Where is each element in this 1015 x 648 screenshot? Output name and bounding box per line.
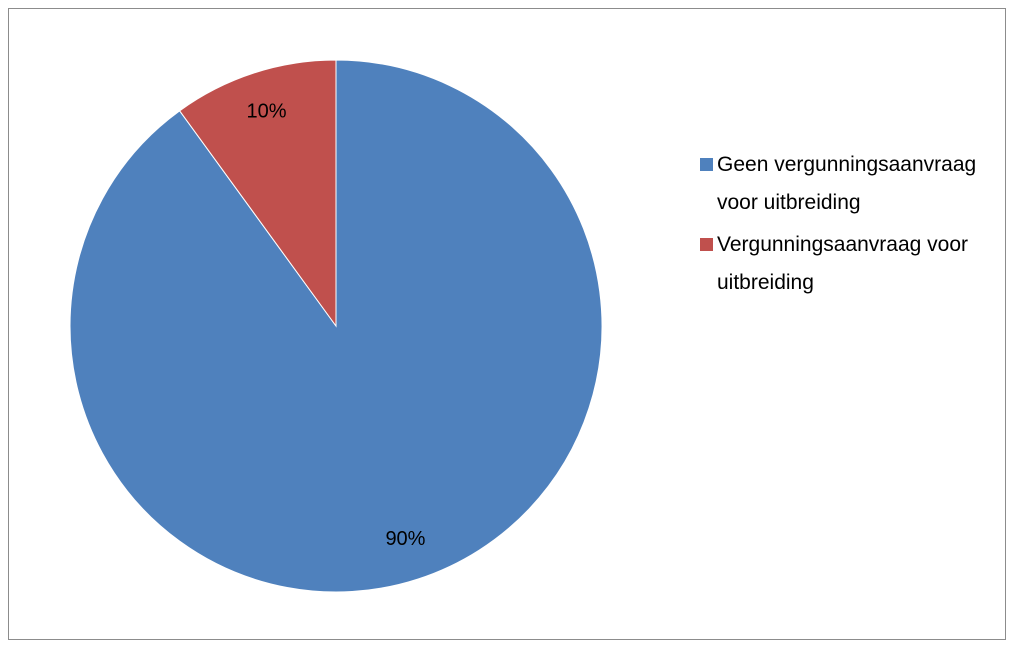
data-label: 90% <box>385 528 425 550</box>
legend-item: Vergunningsaanvraag voor uitbreiding <box>700 226 1015 302</box>
legend-label: Vergunningsaanvraag voor uitbreiding <box>717 233 969 294</box>
legend: Geen vergunningsaanvraag voor uitbreidin… <box>700 146 1015 302</box>
legend-label: Geen vergunningsaanvraag voor uitbreidin… <box>717 153 977 214</box>
pie-slice <box>178 59 337 328</box>
chart-frame <box>8 8 1006 640</box>
legend-swatch <box>700 158 713 171</box>
data-label: 10% <box>247 101 287 123</box>
legend-swatch <box>700 238 713 251</box>
legend-item: Geen vergunningsaanvraag voor uitbreidin… <box>700 146 1015 222</box>
